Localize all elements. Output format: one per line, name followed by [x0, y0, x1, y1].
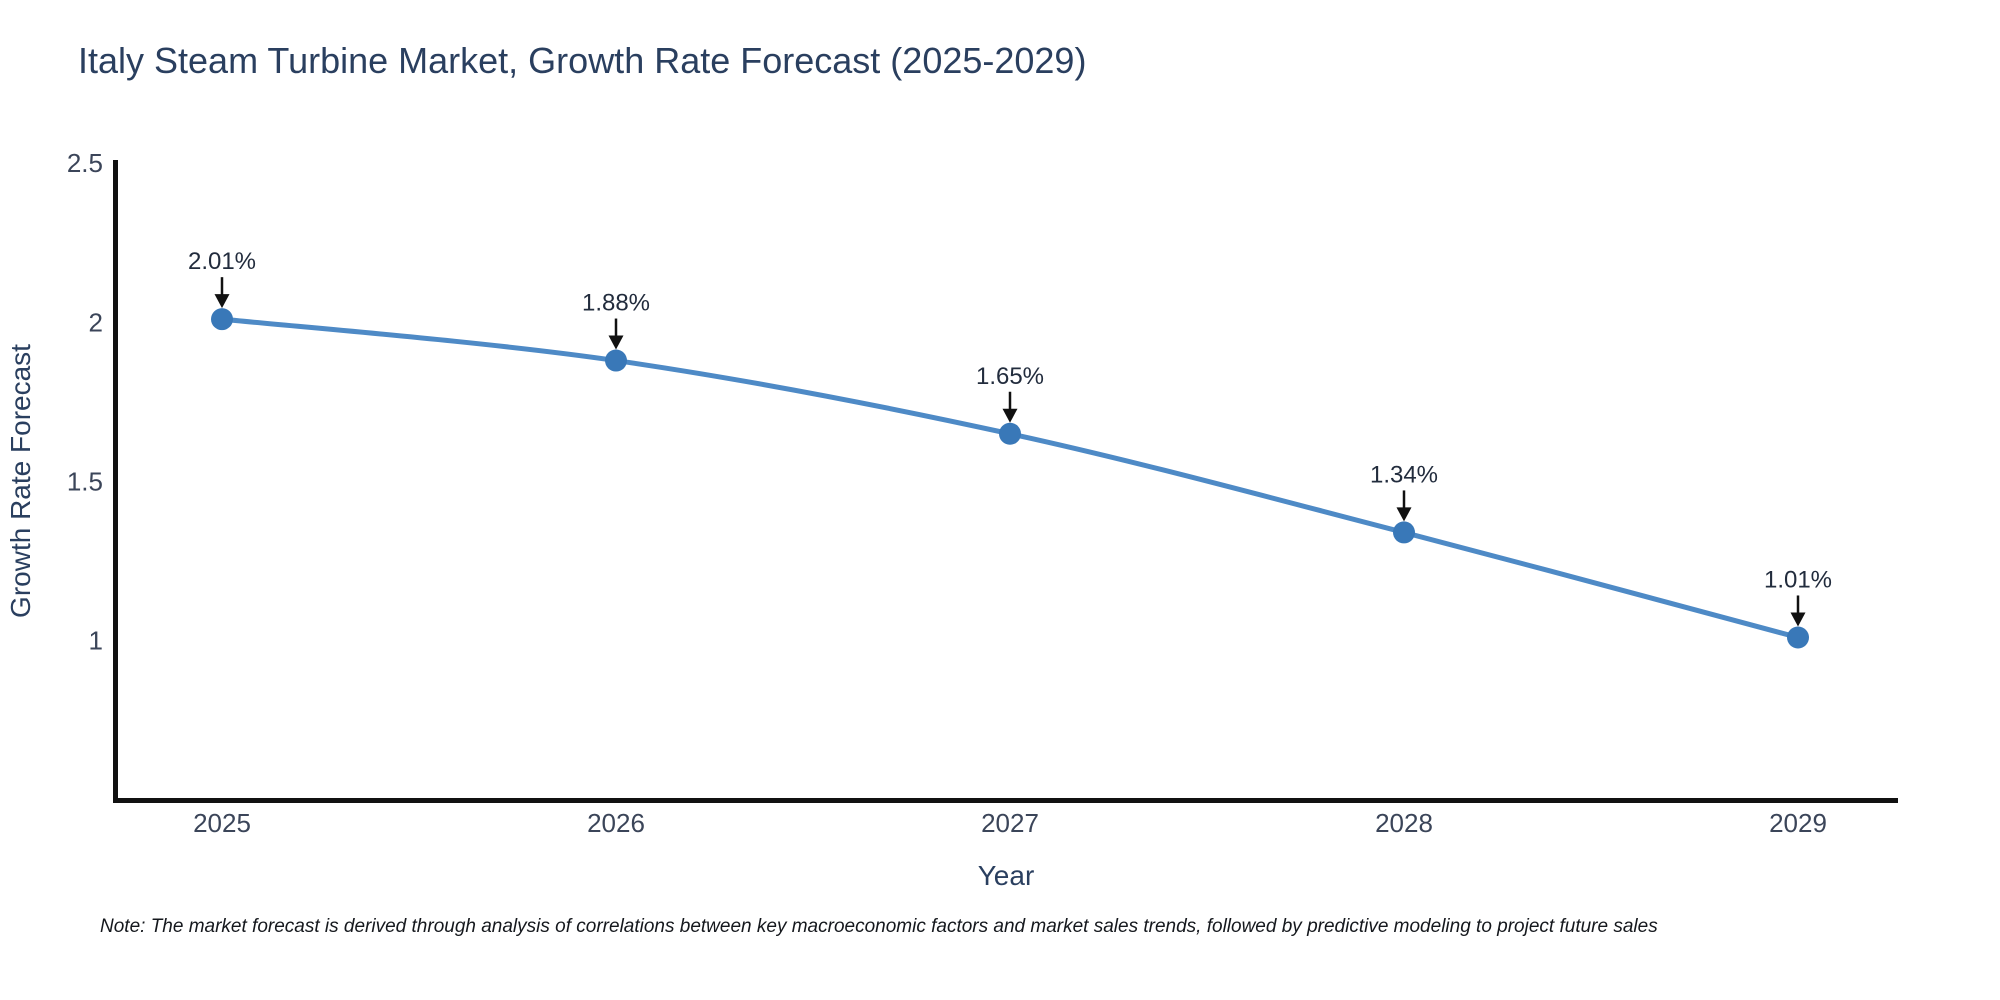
annotation-arrowhead	[1002, 408, 1018, 423]
x-tick-label: 2029	[1769, 808, 1827, 838]
point-annotation-label: 2.01%	[188, 248, 256, 275]
point-annotation-label: 1.01%	[1764, 566, 1832, 593]
y-tick-label: 2.5	[67, 148, 103, 178]
point-annotation-label: 1.65%	[976, 363, 1044, 390]
chart-title: Italy Steam Turbine Market, Growth Rate …	[78, 40, 1087, 81]
x-axis-line	[113, 798, 1898, 803]
data-point-marker	[605, 349, 627, 372]
x-tick-label: 2025	[193, 808, 251, 838]
annotation-arrowhead	[1396, 507, 1412, 522]
data-point-markers	[211, 308, 1809, 649]
data-point-marker	[999, 422, 1021, 445]
x-axis-tick-labels: 2025 2026 2027 2028 2029	[193, 808, 1827, 838]
y-tick-label: 2	[89, 307, 103, 337]
annotation-arrowhead	[214, 294, 230, 309]
data-point-marker	[1787, 626, 1809, 649]
x-tick-label: 2026	[587, 808, 645, 838]
data-point-marker	[211, 308, 233, 331]
y-tick-label: 1	[89, 626, 103, 656]
x-tick-label: 2027	[981, 808, 1039, 838]
annotation-arrowhead	[1790, 612, 1806, 627]
point-annotations: 2.01% 1.88% 1.65% 1.34% 1.01%	[188, 248, 1832, 627]
y-axis-title: Growth Rate Forecast	[5, 344, 36, 618]
point-annotation-label: 1.88%	[582, 290, 650, 317]
data-point-marker	[1393, 521, 1415, 544]
point-annotation-label: 1.34%	[1370, 461, 1438, 488]
y-axis-line	[113, 160, 118, 803]
footnote: Note: The market forecast is derived thr…	[100, 916, 1658, 937]
y-axis-tick-labels: 2.5 2 1.5 1	[67, 148, 103, 655]
y-tick-label: 1.5	[67, 467, 103, 497]
annotation-arrowhead	[608, 335, 624, 350]
x-tick-label: 2028	[1375, 808, 1433, 838]
x-axis-title: Year	[978, 860, 1035, 891]
